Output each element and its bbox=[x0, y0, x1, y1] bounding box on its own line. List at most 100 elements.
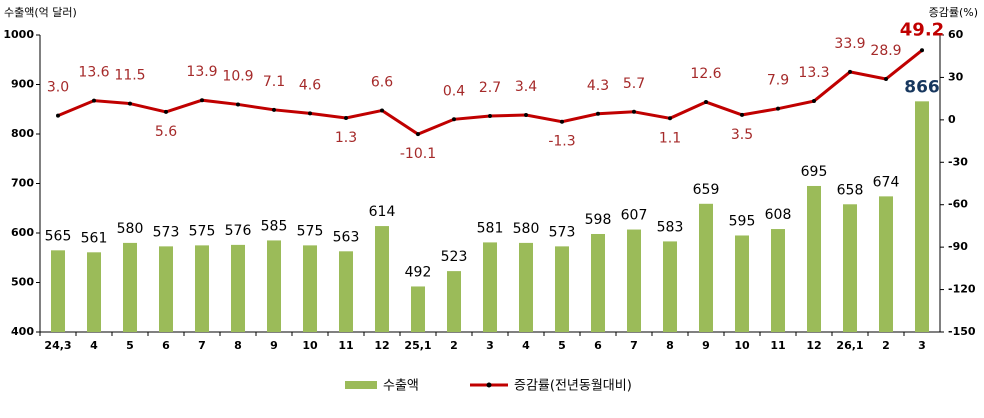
line-point bbox=[128, 101, 132, 106]
line-point bbox=[272, 107, 276, 112]
x-tick-label: 24,3 bbox=[44, 339, 71, 352]
x-tick-label: 3 bbox=[918, 339, 926, 352]
y-tick-label: 600 bbox=[11, 226, 34, 239]
line-point bbox=[632, 109, 636, 114]
line-point bbox=[452, 117, 456, 122]
line-value-label: 6.6 bbox=[371, 75, 393, 91]
bar bbox=[915, 101, 929, 332]
line-value-label: 12.6 bbox=[690, 66, 721, 82]
x-tick-label: 5 bbox=[558, 339, 566, 352]
bar-value-label: 563 bbox=[333, 229, 360, 245]
bar bbox=[447, 271, 461, 332]
y-tick-label: 700 bbox=[11, 177, 34, 190]
line-value-label: 10.9 bbox=[222, 68, 253, 84]
y2-tick-label: -150 bbox=[948, 325, 976, 338]
x-tick-label: 6 bbox=[594, 339, 602, 352]
y2-tick-label: -60 bbox=[948, 198, 968, 211]
line-point bbox=[884, 76, 888, 81]
line-point bbox=[560, 119, 564, 124]
legend-swatch bbox=[486, 382, 492, 388]
bar-value-label: 583 bbox=[657, 219, 684, 235]
line-value-label: 4.3 bbox=[587, 78, 609, 94]
line-value-label: 49.2 bbox=[900, 19, 944, 40]
line-point bbox=[488, 114, 492, 119]
bar bbox=[483, 242, 497, 332]
bar bbox=[375, 226, 389, 332]
bar-value-label: 573 bbox=[549, 224, 576, 240]
x-tick-label: 2 bbox=[882, 339, 890, 352]
bar-value-label: 585 bbox=[261, 218, 288, 234]
bar bbox=[195, 245, 209, 332]
line-point bbox=[56, 113, 60, 118]
bar-value-label: 659 bbox=[693, 182, 720, 198]
y2-tick-label: 0 bbox=[948, 113, 956, 126]
bar-value-label: 492 bbox=[405, 264, 432, 280]
bar-value-label: 607 bbox=[621, 208, 648, 224]
x-tick-label: 9 bbox=[270, 339, 278, 352]
line-point bbox=[416, 132, 420, 137]
line-point bbox=[668, 116, 672, 121]
bar bbox=[627, 229, 641, 332]
y-tick-label: 800 bbox=[11, 127, 34, 140]
bar bbox=[807, 185, 821, 332]
line-value-label: 5.6 bbox=[155, 124, 177, 140]
x-tick-label: 9 bbox=[702, 339, 710, 352]
bar bbox=[771, 229, 785, 332]
bar-value-label: 608 bbox=[765, 207, 792, 223]
line-point bbox=[200, 98, 204, 103]
line-value-label: 7.1 bbox=[263, 74, 285, 90]
bar bbox=[519, 242, 533, 332]
bar bbox=[267, 240, 281, 332]
bar bbox=[339, 251, 353, 332]
line-value-label: 4.6 bbox=[299, 77, 321, 93]
x-tick-label: 5 bbox=[126, 339, 134, 352]
line-value-label: 28.9 bbox=[870, 43, 901, 59]
line-value-label: 33.9 bbox=[834, 36, 865, 52]
x-tick-label: 6 bbox=[162, 339, 170, 352]
bar bbox=[87, 252, 101, 332]
bar bbox=[591, 233, 605, 332]
y-tick-label: 400 bbox=[11, 325, 34, 338]
line-value-label: 13.6 bbox=[78, 65, 109, 81]
line-value-label: 0.4 bbox=[443, 83, 465, 99]
line-value-label: 7.9 bbox=[767, 73, 789, 89]
line-value-label: 3.4 bbox=[515, 79, 537, 95]
bar-value-label: 565 bbox=[45, 228, 72, 244]
legend-label: 증감률(전년동월대비) bbox=[514, 379, 632, 394]
line-value-label: 3.0 bbox=[47, 80, 69, 96]
x-tick-label: 25,1 bbox=[404, 339, 431, 352]
line-point bbox=[236, 102, 240, 107]
line-point bbox=[308, 111, 312, 116]
line-point bbox=[740, 112, 744, 117]
line-point bbox=[596, 111, 600, 116]
x-tick-label: 7 bbox=[630, 339, 638, 352]
bar-value-label: 581 bbox=[477, 220, 504, 236]
bar-value-label: 614 bbox=[369, 204, 396, 220]
y-tick-label: 900 bbox=[11, 78, 34, 91]
line-point bbox=[344, 116, 348, 121]
y2-tick-label: -120 bbox=[948, 283, 976, 296]
x-tick-label: 2 bbox=[450, 339, 458, 352]
line-point bbox=[812, 99, 816, 104]
bar-value-label: 523 bbox=[441, 249, 468, 265]
line-point bbox=[92, 98, 96, 103]
x-tick-label: 8 bbox=[666, 339, 674, 352]
bar-value-label: 674 bbox=[873, 174, 900, 190]
y2-tick-label: -90 bbox=[948, 240, 968, 253]
line-point bbox=[848, 69, 852, 74]
line-point bbox=[380, 108, 384, 113]
y2-tick-label: -30 bbox=[948, 155, 968, 168]
line-value-label: -10.1 bbox=[400, 146, 436, 162]
line-value-label: 5.7 bbox=[623, 76, 645, 92]
x-tick-label: 8 bbox=[234, 339, 242, 352]
line-point bbox=[524, 113, 528, 118]
y-tick-label: 1000 bbox=[3, 28, 34, 41]
bar bbox=[303, 245, 317, 332]
bar-value-label: 598 bbox=[585, 212, 612, 228]
line-value-label: 1.1 bbox=[659, 130, 681, 146]
x-tick-label: 12 bbox=[806, 339, 821, 352]
bar bbox=[735, 235, 749, 332]
bar bbox=[123, 242, 137, 332]
x-tick-label: 11 bbox=[338, 339, 353, 352]
bar-value-label: 695 bbox=[801, 164, 828, 180]
